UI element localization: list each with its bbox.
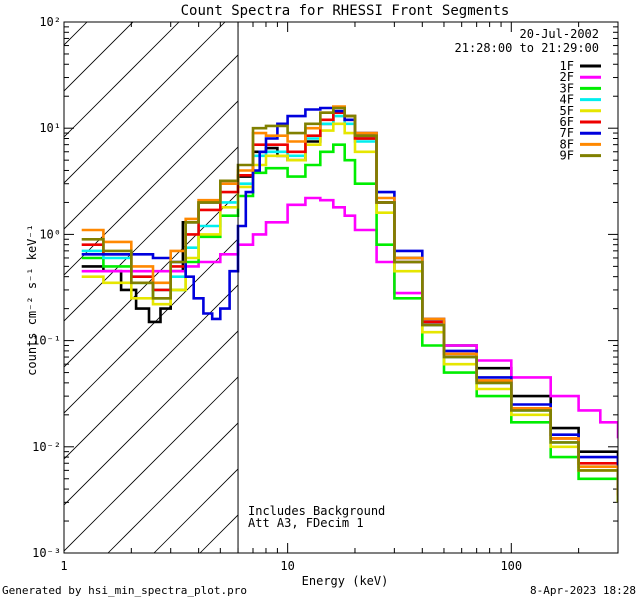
date-label: 20-Jul-2002 [520,27,599,41]
legend-label-5f: 5F [560,104,574,118]
hatch-line [64,22,180,138]
y-tick-label: 10⁻³ [32,546,61,560]
hatch-line [64,22,134,92]
legend-label-7f: 7F [560,126,574,140]
x-tick-label: 100 [500,559,522,573]
hatch-line [64,284,239,460]
y-tick-label: 10⁻¹ [32,334,61,348]
y-tick-label: 10⁰ [39,227,61,241]
y-tick-label: 10¹ [39,121,61,135]
series-line-9f [81,106,618,503]
y-tick-labels: 10² 10¹ 10⁰ 10⁻¹ 10⁻² 10⁻³ [32,15,61,560]
y-axis-label: counts cm⁻² s⁻¹ keV⁻¹ [25,224,39,376]
chart-title: Count Spectra for RHESSI Front Segments [181,3,510,19]
y-tick-label: 10² [39,15,61,29]
legend-label-9f: 9F [560,149,574,163]
y-tick-label: 10⁻² [32,440,61,454]
legend-label-8f: 8F [560,137,574,151]
legend-label-6f: 6F [560,115,574,129]
hatch-line [64,22,226,184]
legend-label-3f: 3F [560,81,574,95]
hatch-line [64,330,239,506]
annotation-background: Includes Background [248,504,385,518]
legend-label-1f: 1F [560,59,574,73]
x-tick-label: 1 [60,559,67,573]
plot-frame [63,21,619,554]
hatch-line [107,422,239,553]
time-range-label: 21:28:00 to 21:29:00 [455,41,600,55]
hatch-line [64,376,239,552]
legend-label-4f: 4F [560,93,574,107]
hatch-line [64,192,239,368]
x-axis-label: Energy (keV) [302,574,389,588]
axis-ticks [63,21,619,554]
legend-label-2f: 2F [560,70,574,84]
series-lines [81,105,618,503]
footer-generated-by: Generated by hsi_min_spectra_plot.pro [2,584,247,597]
footer-date: 8-Apr-2023 18:28 [530,584,636,597]
annotation-attenuator: Att A3, FDecim 1 [248,516,364,530]
x-tick-label: 10 [280,559,294,573]
x-tick-labels: 1 10 100 [60,559,522,573]
